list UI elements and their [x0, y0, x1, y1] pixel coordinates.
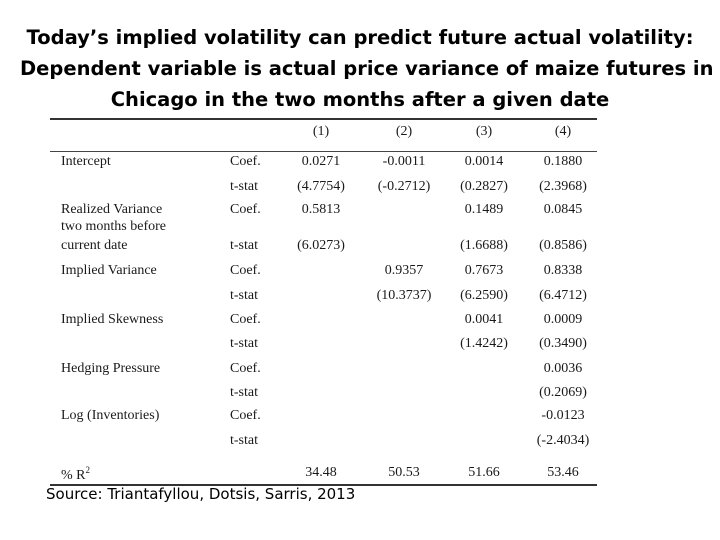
- row-label-realized-variance: Realized Variance: [61, 202, 163, 217]
- table-cell: 0.9357: [384, 263, 424, 278]
- table-cell: (6.2590): [460, 288, 508, 303]
- column-header-1: (1): [312, 124, 330, 139]
- column-header-4: (4): [554, 124, 572, 139]
- table-cell: 0.8338: [543, 263, 583, 278]
- stat-label: t-stat: [230, 179, 258, 194]
- table-cell: (-2.4034): [536, 433, 590, 448]
- table-cell: 0.0041: [464, 312, 504, 327]
- row-label-hedging-pressure: Hedging Pressure: [61, 361, 161, 376]
- stat-label: t-stat: [230, 336, 258, 351]
- r-squared-label: % R: [61, 468, 86, 483]
- title-line-3: Chicago in the two months after a given …: [110, 88, 610, 111]
- table-cell: 0.0009: [543, 312, 583, 327]
- title-line-1: Today’s implied volatility can predict f…: [26, 26, 694, 49]
- row-label-intercept: Intercept: [61, 154, 111, 169]
- row-label-log-inventories: Log (Inventories): [61, 408, 160, 423]
- table-cell: 0.0271: [301, 154, 341, 169]
- table-cell: 0.7673: [464, 263, 504, 278]
- table-cell: 0.1880: [543, 154, 583, 169]
- table-cell: (1.6688): [460, 238, 508, 253]
- row-label-r-squared: % R2: [61, 465, 90, 484]
- table-cell: (10.3737): [376, 288, 432, 303]
- table-bottom-rule: [50, 484, 597, 486]
- table-cell: (6.0273): [297, 238, 345, 253]
- column-header-3: (3): [475, 124, 493, 139]
- table-cell: (2.3968): [539, 179, 587, 194]
- stat-label: t-stat: [230, 238, 258, 253]
- stat-label: t-stat: [230, 433, 258, 448]
- table-cell: (0.2069): [539, 385, 587, 400]
- stat-label: Coef.: [230, 312, 261, 327]
- title-line-2: Dependent variable is actual price varia…: [20, 57, 714, 80]
- table-cell: 0.5813: [301, 202, 341, 217]
- table-cell: 0.1489: [464, 202, 504, 217]
- table-cell: 34.48: [305, 465, 337, 480]
- stat-label: Coef.: [230, 408, 261, 423]
- row-label-realized-variance-line2: two months before: [61, 219, 166, 234]
- slide-title: Today’s implied volatility can predict f…: [20, 22, 714, 115]
- stat-label: Coef.: [230, 202, 261, 217]
- table-cell: (0.2827): [460, 179, 508, 194]
- row-label-implied-skewness: Implied Skewness: [61, 312, 164, 327]
- table-cell: 51.66: [468, 465, 500, 480]
- table-cell: (4.7754): [297, 179, 345, 194]
- table-cell: (0.3490): [539, 336, 587, 351]
- table-cell: 0.0014: [464, 154, 504, 169]
- table-cell: 0.0845: [543, 202, 583, 217]
- stat-label: Coef.: [230, 154, 261, 169]
- r-squared-superscript: 2: [85, 465, 91, 475]
- source-citation: Source: Triantafyllou, Dotsis, Sarris, 2…: [46, 485, 356, 503]
- row-label-implied-variance: Implied Variance: [61, 263, 157, 278]
- stat-label: Coef.: [230, 361, 261, 376]
- table-cell: 0.0036: [543, 361, 583, 376]
- column-header-2: (2): [395, 124, 413, 139]
- regression-table: (1) (2) (3) (4) Intercept Coef. 0.0271 -…: [50, 118, 597, 486]
- row-label-realized-variance-line3: current date: [61, 238, 128, 253]
- stat-label: t-stat: [230, 385, 258, 400]
- stat-label: Coef.: [230, 263, 261, 278]
- table-top-rule: [50, 118, 597, 120]
- table-cell: (-0.2712): [377, 179, 431, 194]
- table-cell: 50.53: [388, 465, 420, 480]
- table-cell: (6.4712): [539, 288, 587, 303]
- table-cell: (1.4242): [460, 336, 508, 351]
- table-cell: (0.8586): [539, 238, 587, 253]
- table-cell: -0.0011: [382, 154, 426, 169]
- stat-label: t-stat: [230, 288, 258, 303]
- table-cell: -0.0123: [541, 408, 585, 423]
- table-header-rule: [50, 151, 597, 152]
- table-cell: 53.46: [547, 465, 579, 480]
